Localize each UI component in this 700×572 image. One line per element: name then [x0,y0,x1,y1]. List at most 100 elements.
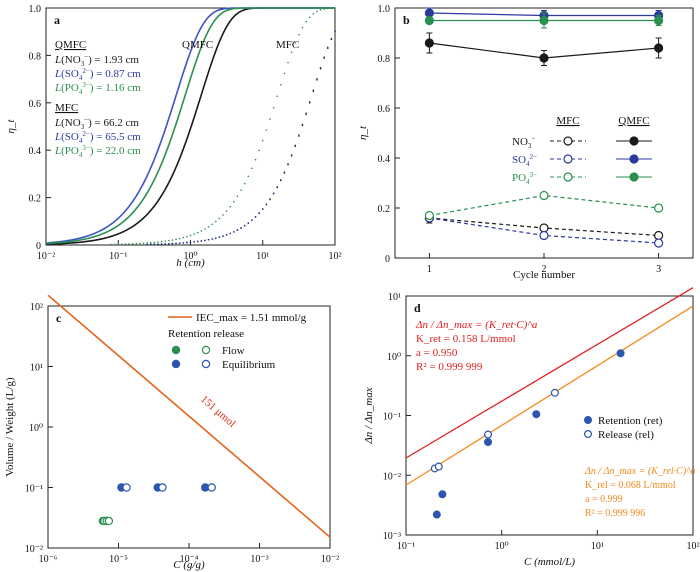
curve-point [175,242,177,245]
series-mfc-po4 [424,190,664,221]
curve-point [211,238,213,240]
data-point [654,230,664,241]
curve-point [294,42,297,44]
curve-point [323,8,325,10]
curve-point [258,212,260,214]
curve-point [196,240,199,243]
data-point [158,483,167,492]
curve-point [207,226,210,228]
curve-point [305,20,307,23]
panel-label-d: d [414,301,421,315]
curve-point [294,144,297,147]
legend-ion-no3: NO3− [512,135,535,150]
y-axis-label: Volume / Weight (L/g) [4,377,16,477]
y-axis-label: Δn / Δn_max [363,387,375,444]
x-tick-label: 10¹ [591,541,604,552]
curve-label-qmfc: QMFC [182,39,213,51]
y-tick-label: 0.4 [29,146,42,157]
curve-point [189,234,192,237]
curve-point [193,233,195,235]
legend-marker-mfc [563,136,573,146]
line-annotation: 151 μmol [198,393,238,430]
curve-point [229,232,232,235]
curve-point [243,224,246,227]
curve-point [110,243,112,246]
fit-rel-k: K_rel = 0.068 L/mmol [585,480,676,491]
curve-point [280,179,282,181]
legend-entry-label: Release (rel) [598,429,654,441]
curve-point [298,33,300,36]
curve-point [236,195,239,198]
series-release [430,388,559,473]
panel-b: 1 2 3 0 0.2 0.4 0.6 0.8 1.0 Cycle number η_t b MFC QM… [357,4,694,281]
legend-marker-qmfc [629,172,639,182]
curve-point [308,100,311,103]
legend-entry: L(NO3−) = 1.93 cm [54,53,139,68]
data-point [539,15,549,26]
legend-marker-open [201,359,211,369]
y-tick-label: 10⁰ [387,352,401,363]
x-tick-label: 10⁰ [495,541,509,552]
curve-point [312,12,315,15]
curve-point [153,241,156,244]
curve-qmfc-po4 [45,7,335,245]
x-tick-label: 10⁻³ [250,554,268,565]
curve-point [204,239,206,242]
y-tick-label: 1.0 [29,4,42,15]
series-retention [432,349,625,519]
data-point [539,53,549,63]
y-tick-label: 0.4 [378,154,391,165]
fit-rel-equation: Δn / Δn_max = (K_rel·C)^a [584,466,695,477]
x-axis-label: h (cm) [176,257,205,269]
data-point [654,238,664,248]
curve-point [211,223,213,226]
y-tick-label: 10⁻² [383,471,401,482]
curve-point [319,9,322,11]
data-point [654,43,664,53]
y-tick-label: 0.8 [378,54,391,65]
curve-point [276,95,279,98]
curve-point [254,158,257,161]
y-axis-label: η_t [5,119,17,134]
legend-entry-label: Equilibrium [222,359,276,371]
legend-marker-filled [171,345,181,355]
legend-marker [583,416,592,425]
data-point [550,388,559,397]
curve-point [240,227,242,229]
iec-line [47,294,331,538]
curve-point [182,242,185,244]
data-point [539,223,549,233]
fit-ret-a: a = 0.950 [416,347,458,359]
legend-entry: L(NO3−) = 66.2 cm [54,116,139,131]
curve-point [272,106,275,109]
series-qmfc-no3 [424,32,664,66]
curve-point [265,129,268,131]
curve-point [160,243,163,245]
data-point [616,349,625,358]
curve-point [280,83,282,86]
panel-d: 10⁻¹ 10⁰ 10¹ 10² 10⁻³ 10⁻² 10⁻¹ 10⁰ 10¹ C (mmol/L… [363,287,700,568]
curve-point [319,66,322,69]
curve-point [204,228,206,230]
x-axis-label: C (g/g) [173,559,205,571]
y-tick-label: 0 [385,254,390,265]
curve-point [265,203,268,205]
curve-point [334,7,336,9]
legend-ion-so4: SO42− [512,153,537,168]
data-point [104,516,114,526]
curve-point [326,7,329,10]
curve-point [225,210,228,212]
curve-point [131,243,134,245]
legend-title: Retention release [168,328,244,340]
legend-entry: L(SO42−) = 65.5 cm [54,130,141,145]
x-tick-label: 10⁻¹ [109,251,127,262]
curve-point [287,61,289,64]
fit-ret-r2: R² = 0.999 999 [416,361,483,373]
series-line [429,194,659,217]
y-tick-label: 0.2 [29,194,42,205]
data-point [539,230,549,241]
curve-point [128,243,130,245]
series-equilibrium-release [122,483,216,492]
legend-marker-filled [171,359,181,369]
curve-point [229,205,232,208]
